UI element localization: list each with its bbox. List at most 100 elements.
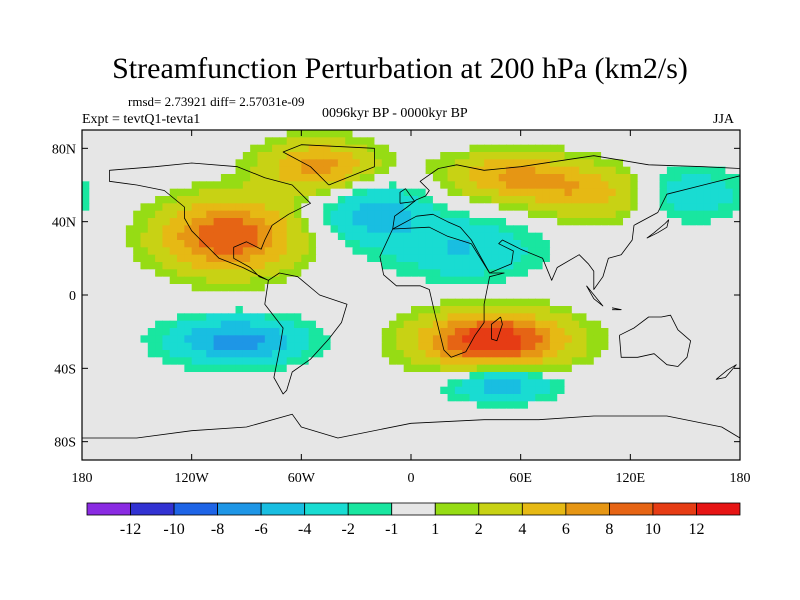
field-cell bbox=[586, 269, 595, 278]
field-cell bbox=[381, 130, 390, 138]
field-cell bbox=[469, 386, 478, 395]
field-cell bbox=[257, 210, 266, 219]
field-cell bbox=[89, 130, 98, 138]
field-cell bbox=[257, 276, 266, 285]
field-cell bbox=[367, 438, 376, 446]
field-cell bbox=[228, 342, 237, 351]
field-cell bbox=[630, 306, 639, 314]
field-cell bbox=[257, 306, 266, 314]
field-cell bbox=[294, 357, 302, 366]
field-cell bbox=[630, 130, 639, 138]
field-cell bbox=[666, 416, 675, 424]
field-cell bbox=[557, 350, 566, 358]
field-cell bbox=[125, 144, 134, 153]
field-cell bbox=[571, 364, 580, 373]
field-cell bbox=[155, 262, 164, 270]
field-cell bbox=[162, 130, 171, 138]
field-cell bbox=[732, 137, 740, 146]
field-cell bbox=[630, 335, 639, 344]
coastline bbox=[612, 307, 622, 311]
field-cell bbox=[345, 152, 354, 160]
field-cell bbox=[432, 262, 441, 270]
field-cell bbox=[535, 254, 544, 263]
field-cell bbox=[308, 386, 317, 395]
field-cell bbox=[323, 350, 332, 358]
field-cell bbox=[586, 306, 595, 314]
field-cell bbox=[389, 394, 397, 402]
field-cell bbox=[579, 218, 588, 226]
field-cell bbox=[411, 218, 419, 226]
field-cell bbox=[652, 445, 661, 454]
field-cell bbox=[469, 218, 478, 226]
field-cell bbox=[257, 394, 266, 402]
x-tick-label: 120E bbox=[616, 471, 646, 486]
field-cell bbox=[718, 408, 726, 417]
field-cell bbox=[615, 196, 624, 204]
field-cell bbox=[491, 225, 500, 234]
field-cell bbox=[264, 372, 273, 380]
field-cell bbox=[301, 445, 310, 454]
field-cell bbox=[513, 379, 522, 388]
field-cell bbox=[279, 386, 288, 395]
field-cell bbox=[615, 438, 624, 446]
field-cell bbox=[469, 262, 478, 270]
field-cell bbox=[111, 291, 120, 300]
field-cell bbox=[615, 291, 624, 300]
field-cell bbox=[294, 408, 302, 417]
field-cell bbox=[506, 130, 514, 138]
field-cell bbox=[177, 386, 185, 395]
field-cell bbox=[571, 181, 580, 190]
field-cell bbox=[696, 225, 705, 234]
field-cell bbox=[454, 188, 463, 197]
field-cell bbox=[169, 328, 178, 336]
field-cell bbox=[527, 430, 536, 439]
field-cell bbox=[96, 357, 105, 366]
field-cell bbox=[191, 306, 200, 314]
field-cell bbox=[557, 313, 566, 322]
field-cell bbox=[579, 247, 588, 256]
field-cell bbox=[644, 276, 653, 285]
field-cell bbox=[345, 306, 354, 314]
field-cell bbox=[301, 438, 310, 446]
field-cell bbox=[674, 401, 683, 410]
field-cell bbox=[184, 438, 193, 446]
field-cell bbox=[447, 254, 456, 263]
field-cell bbox=[279, 438, 288, 446]
field-cell bbox=[82, 196, 90, 204]
field-cell bbox=[184, 188, 193, 197]
field-cell bbox=[718, 357, 726, 366]
field-cell bbox=[169, 350, 178, 358]
field-cell bbox=[520, 328, 529, 336]
field-cell bbox=[206, 144, 215, 153]
field-cell bbox=[359, 357, 368, 366]
field-cell bbox=[169, 166, 178, 175]
field-cell bbox=[564, 342, 573, 351]
field-cell bbox=[359, 401, 368, 410]
field-cell bbox=[644, 350, 653, 358]
field-cell bbox=[549, 210, 558, 219]
field-cell bbox=[608, 423, 617, 432]
field-cell bbox=[498, 159, 507, 168]
field-cell bbox=[601, 174, 609, 182]
field-cell bbox=[125, 181, 134, 190]
coastline bbox=[379, 226, 505, 358]
field-cell bbox=[367, 269, 376, 278]
field-cell bbox=[279, 430, 288, 439]
field-cell bbox=[637, 313, 646, 322]
field-cell bbox=[564, 210, 573, 219]
field-cell bbox=[535, 394, 544, 402]
field-cell bbox=[527, 386, 536, 395]
field-cell bbox=[264, 291, 273, 300]
field-cell bbox=[374, 313, 383, 322]
field-cell bbox=[710, 386, 719, 395]
field-cell bbox=[323, 240, 332, 248]
field-cell bbox=[359, 416, 368, 424]
field-cell bbox=[330, 152, 339, 160]
field-cell bbox=[315, 430, 324, 439]
field-cell bbox=[308, 372, 317, 380]
field-cell bbox=[411, 379, 419, 388]
field-cell bbox=[89, 394, 98, 402]
field-cell bbox=[681, 372, 690, 380]
field-cell bbox=[330, 218, 339, 226]
field-cell bbox=[389, 144, 397, 153]
